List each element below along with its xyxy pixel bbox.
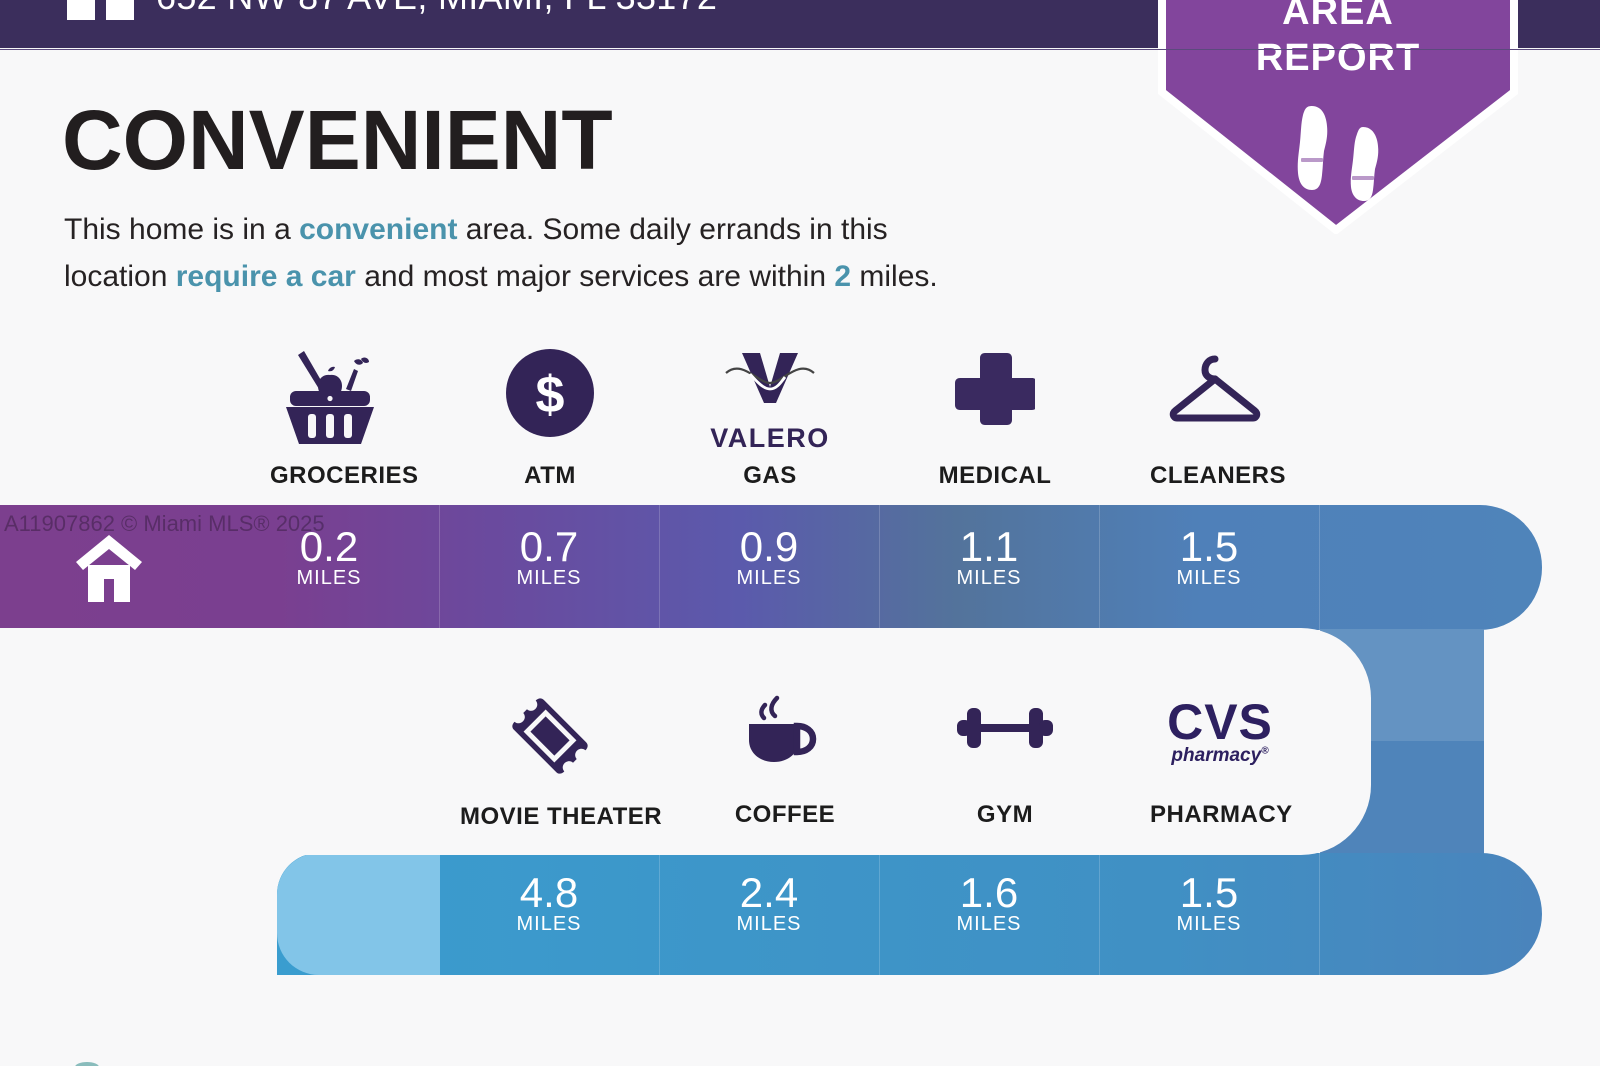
svg-text:$: $ xyxy=(536,366,565,424)
